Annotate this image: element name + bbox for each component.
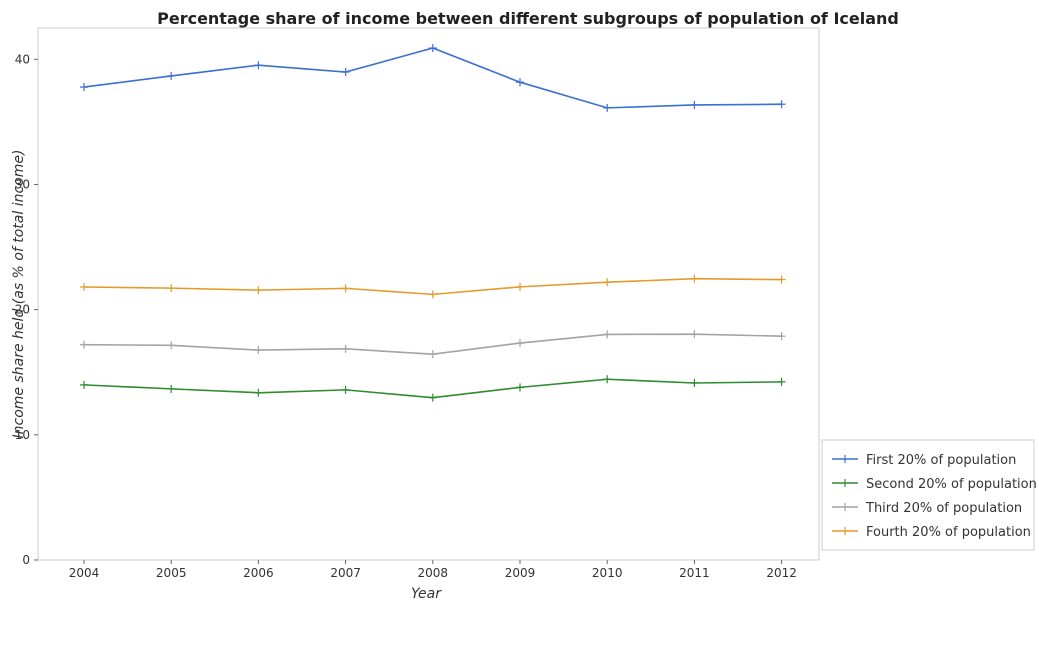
series-layer bbox=[80, 44, 786, 402]
x-tick-label: 2004 bbox=[69, 566, 100, 580]
legend-label: Third 20% of population bbox=[865, 501, 1022, 516]
y-axis: 0 10 20 30 40 bbox=[15, 52, 38, 567]
y-axis-label: Income share held (as % of total income) bbox=[11, 150, 27, 439]
y-tick-label: 10 bbox=[15, 428, 30, 442]
x-tick-label: 2012 bbox=[766, 566, 797, 580]
x-axis: 2004 2005 2006 2007 2008 2009 2010 2011 2012 bbox=[69, 560, 797, 580]
legend-label: Second 20% of population bbox=[866, 477, 1037, 492]
y-tick-label: 40 bbox=[15, 52, 30, 66]
legend-label: First 20% of population bbox=[866, 453, 1016, 468]
x-tick-label: 2008 bbox=[418, 566, 449, 580]
x-tick-label: 2007 bbox=[330, 566, 361, 580]
legend: First 20% of population Second 20% of pop… bbox=[821, 439, 1037, 551]
y-tick-label: 20 bbox=[15, 303, 30, 317]
x-tick-label: 2005 bbox=[156, 566, 187, 580]
x-tick-label: 2009 bbox=[505, 566, 536, 580]
x-axis-label: Year bbox=[411, 586, 442, 602]
x-tick-label: 2010 bbox=[592, 566, 623, 580]
chart-title: Percentage share of income between diffe… bbox=[157, 9, 899, 28]
x-tick-label: 2011 bbox=[679, 566, 710, 580]
x-tick-label: 2006 bbox=[243, 566, 274, 580]
legend-label: Fourth 20% of population bbox=[866, 525, 1031, 540]
y-tick-label: 0 bbox=[22, 553, 30, 567]
y-tick-label: 30 bbox=[15, 177, 30, 191]
